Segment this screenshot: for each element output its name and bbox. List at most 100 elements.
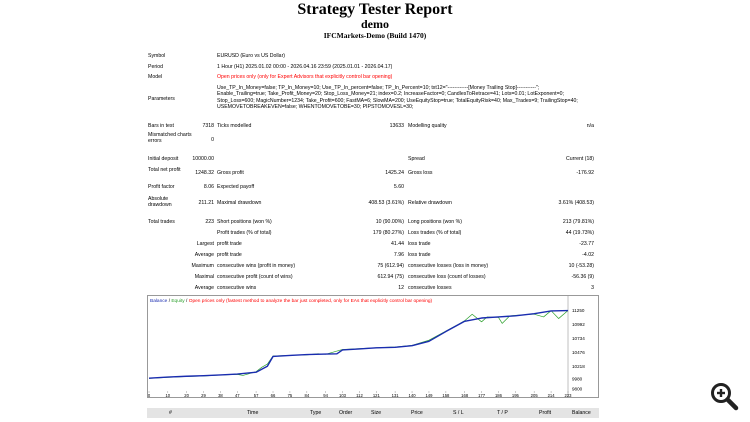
maxl-cp-value: 612.94 (75) bbox=[377, 274, 404, 280]
max-cw-label: consecutive wins (profit in money) bbox=[217, 263, 296, 269]
y-tick-label: 9980 bbox=[572, 377, 583, 382]
params-value: Use_TP_In_Money=false; TP_In_Money=10; U… bbox=[217, 85, 578, 111]
col-time: Time bbox=[247, 410, 259, 416]
avgc-cw-label: consecutive wins bbox=[217, 285, 257, 291]
symbol-value: EURUSD (Euro vs US Dollar) bbox=[217, 53, 286, 59]
average-lt-value: -4.02 bbox=[582, 252, 594, 258]
x-tick-label: 20 bbox=[184, 393, 189, 398]
mismatch-label: Mismatched charts errors bbox=[148, 132, 192, 144]
x-tick-label: 177 bbox=[478, 393, 486, 398]
x-tick-label: 29 bbox=[201, 393, 206, 398]
pf-value: 8.06 bbox=[203, 184, 214, 190]
average-pt-label: profit trade bbox=[217, 252, 242, 258]
maxl-cl-value: -56.36 (9) bbox=[571, 274, 595, 280]
x-tick-label: 0 bbox=[148, 393, 151, 398]
maximum-label: Maximum bbox=[191, 263, 214, 269]
y-tick-label: 10476 bbox=[572, 350, 585, 355]
x-tick-label: 66 bbox=[271, 393, 276, 398]
x-tick-label: 10 bbox=[165, 393, 170, 398]
average-pt-value: 7.96 bbox=[393, 252, 404, 258]
y-tick-label: 9800 bbox=[572, 387, 583, 392]
chart-lines bbox=[148, 309, 569, 379]
maxdd-value: 408.53 (3.61%) bbox=[368, 200, 404, 206]
deposit-value: 10000.00 bbox=[192, 156, 214, 162]
col-number: # bbox=[169, 410, 172, 416]
largest-pt-value: 41.44 bbox=[391, 241, 404, 247]
bars-label: Bars in test bbox=[148, 123, 174, 129]
legend-note: Open prices only (fastest method to anal… bbox=[189, 298, 433, 304]
absdd-value: 211.21 bbox=[198, 200, 214, 206]
maxl-cl-label: consecutive loss (count of losses) bbox=[408, 274, 486, 280]
ptrades-label: Profit trades (% of total) bbox=[217, 230, 272, 236]
long-label: Long positions (won %) bbox=[408, 219, 462, 225]
model-label: Model bbox=[148, 74, 163, 80]
x-tick-label: 75 bbox=[288, 393, 293, 398]
payoff-label: Expected payoff bbox=[217, 184, 255, 190]
ticks-value: 13633 bbox=[389, 123, 404, 129]
x-tick-label: 94 bbox=[323, 393, 328, 398]
svg-text:Balance / Equity: Balance / Equity / Open prices only (fas… bbox=[150, 298, 433, 304]
largest-lt-value: -23.77 bbox=[579, 241, 594, 247]
reldd-label: Relative drawdown bbox=[408, 200, 452, 206]
legend-balance: Balance bbox=[150, 298, 168, 304]
x-tick-label: 103 bbox=[339, 393, 347, 398]
col-tp: T / P bbox=[497, 410, 508, 416]
balance-line bbox=[148, 309, 569, 379]
x-tick-label: 214 bbox=[548, 393, 556, 398]
avgc-label: Average bbox=[194, 285, 214, 291]
ticks-label: Ticks modelled bbox=[217, 123, 252, 129]
x-tick-label: 158 bbox=[442, 393, 450, 398]
report-title: Strategy Tester Report bbox=[297, 1, 453, 18]
y-tick-label: 10218 bbox=[572, 364, 585, 369]
x-tick-label: 57 bbox=[254, 393, 259, 398]
quality-value: n/a bbox=[586, 123, 594, 129]
y-tick-label: 10734 bbox=[572, 336, 585, 341]
average-label: Average bbox=[194, 252, 214, 258]
spread-label: Spread bbox=[408, 156, 425, 162]
y-tick-label: 11250 bbox=[572, 308, 585, 313]
x-tick-label: 38 bbox=[218, 393, 223, 398]
avgc-cl-value: 3 bbox=[591, 285, 594, 291]
maxl-cp-label: consecutive profit (count of wins) bbox=[217, 274, 293, 280]
params-label: Parameters bbox=[148, 96, 175, 102]
avgc-cw-value: 12 bbox=[398, 285, 404, 291]
trades-value: 223 bbox=[205, 219, 214, 225]
x-tick-label: 195 bbox=[512, 393, 520, 398]
netprofit-label: Total net profit bbox=[148, 167, 181, 173]
short-label: Short positions (won %) bbox=[217, 219, 272, 225]
grossloss-label: Gross loss bbox=[408, 170, 433, 176]
reldd-value: 3.61% (408.53) bbox=[558, 200, 594, 206]
average-lt-label: loss trade bbox=[408, 252, 431, 258]
model-value: Open prices only (only for Expert Adviso… bbox=[217, 74, 393, 80]
period-value: 1 Hour (H1) 2025.01.02 00:00 - 2026.04.1… bbox=[217, 64, 393, 70]
short-value: 10 (90.00%) bbox=[375, 219, 404, 225]
largest-lt-label: loss trade bbox=[408, 241, 431, 247]
bars-value: 7318 bbox=[202, 123, 214, 129]
x-tick-label: 149 bbox=[425, 393, 433, 398]
col-price: Price bbox=[411, 410, 423, 416]
col-type: Type bbox=[310, 410, 322, 416]
long-value: 213 (79.81%) bbox=[562, 219, 594, 225]
report-server: IFCMarkets-Demo (Build 1470) bbox=[323, 31, 427, 40]
mismatch-value: 0 bbox=[211, 137, 214, 143]
col-balance: Balance bbox=[572, 410, 591, 416]
ltrades-label: Loss trades (% of total) bbox=[408, 230, 462, 236]
largest-pt-label: profit trade bbox=[217, 241, 242, 247]
balance-chart: Balance / Equity / Open prices only (fas… bbox=[147, 295, 599, 398]
col-profit: Profit bbox=[539, 410, 552, 416]
zoom-in-icon[interactable] bbox=[708, 380, 740, 412]
y-tick-label: 10992 bbox=[572, 322, 585, 327]
max-cl-value: 10 (-53.28) bbox=[568, 263, 594, 269]
deposit-label: Initial deposit bbox=[148, 156, 179, 162]
x-tick-label: 131 bbox=[392, 393, 400, 398]
x-tick-label: 168 bbox=[461, 393, 469, 398]
grossprofit-value: 1425.24 bbox=[385, 170, 404, 176]
quality-label: Modelling quality bbox=[408, 123, 447, 129]
max-cl-label: consecutive losses (loss in money) bbox=[408, 263, 489, 269]
chart-x-axis: 0 10 20 29 38 47 57 66 75 84 94 103 112 121 131 140 149 1… bbox=[148, 391, 572, 398]
max-cw-value: 75 (612.94) bbox=[377, 263, 404, 269]
pf-label: Profit factor bbox=[148, 184, 175, 190]
maximal-label: Maximal bbox=[194, 274, 214, 280]
x-tick-label: 186 bbox=[495, 393, 503, 398]
trades-table-header: # Time Type Order Size Price S / L T / P… bbox=[147, 408, 599, 418]
